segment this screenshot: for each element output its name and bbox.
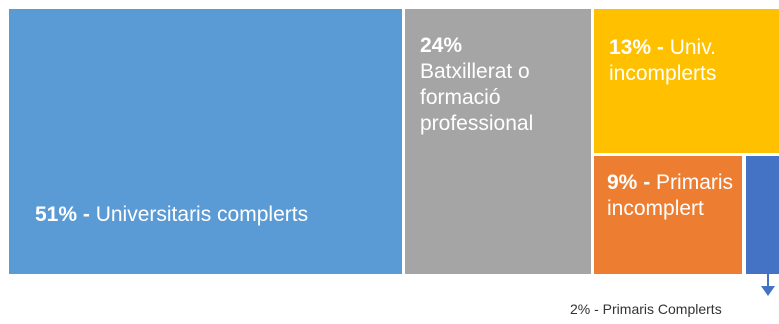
- tile-separator: -: [637, 171, 650, 194]
- tile-universitaris-complerts: 51% - Universitaris complerts: [9, 9, 402, 274]
- tile-label: 24% Batxillerat o formació professional: [420, 33, 580, 137]
- tile-percent: 51%: [35, 203, 77, 226]
- tile-percent: 9%: [607, 171, 637, 194]
- arrow-down-icon: [760, 274, 776, 298]
- tile-separator: -: [651, 36, 664, 59]
- tile-primaris-incomplert: 9% - Primaris incomplert: [594, 156, 742, 274]
- tile-text: Universitaris complerts: [96, 203, 308, 226]
- tile-percent: 24%: [420, 33, 580, 59]
- tile-text: Batxillerat o formació professional: [420, 60, 533, 135]
- tile-univ-incomplerts: 13% - Univ. incomplerts: [594, 9, 779, 153]
- tile-separator: -: [77, 203, 90, 226]
- tile-label: 51% - Universitaris complerts: [35, 202, 365, 228]
- tile-percent: 13%: [609, 36, 651, 59]
- tile-batxillerat-fp: 24% Batxillerat o formació professional: [405, 9, 591, 274]
- external-label: 2% - Primaris Complerts: [570, 301, 722, 317]
- tile-primaris-complerts: [746, 156, 779, 274]
- tile-label: 13% - Univ. incomplerts: [609, 35, 774, 87]
- tile-label: 9% - Primaris incomplert: [607, 170, 742, 222]
